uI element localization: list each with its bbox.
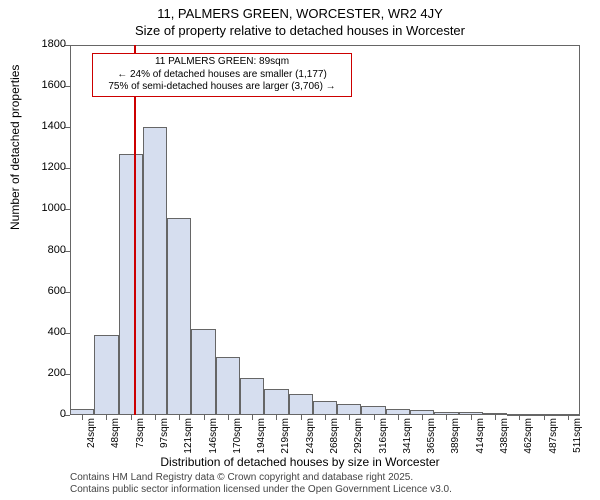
x-axis-label: Distribution of detached houses by size … xyxy=(0,455,600,469)
xtick-mark xyxy=(446,415,447,420)
xtick-mark xyxy=(179,415,180,420)
xtick-mark xyxy=(252,415,253,420)
ytick-label: 0 xyxy=(26,408,66,420)
xtick-mark xyxy=(544,415,545,420)
histogram-bar xyxy=(167,218,191,415)
xtick-mark xyxy=(349,415,350,420)
histogram-bar xyxy=(337,404,361,415)
ytick-label: 1200 xyxy=(26,161,66,173)
chart-title-line2: Size of property relative to detached ho… xyxy=(0,23,600,38)
xtick-mark xyxy=(374,415,375,420)
ytick-mark xyxy=(65,415,70,416)
ytick-label: 1600 xyxy=(26,79,66,91)
ytick-label: 800 xyxy=(26,244,66,256)
histogram-bar xyxy=(94,335,118,415)
footnote-line1: Contains HM Land Registry data © Crown c… xyxy=(70,472,413,483)
xtick-mark xyxy=(568,415,569,420)
ytick-mark xyxy=(65,209,70,210)
xtick-mark xyxy=(131,415,132,420)
histogram-bar xyxy=(264,389,288,415)
xtick-mark xyxy=(155,415,156,420)
ytick-mark xyxy=(65,374,70,375)
marker-line xyxy=(134,45,136,415)
xtick-mark xyxy=(398,415,399,420)
histogram-bar xyxy=(361,406,385,415)
ytick-mark xyxy=(65,86,70,87)
histogram-bar xyxy=(240,378,264,415)
xtick-mark xyxy=(471,415,472,420)
ytick-label: 400 xyxy=(26,326,66,338)
ytick-label: 600 xyxy=(26,285,66,297)
ytick-label: 1800 xyxy=(26,38,66,50)
xtick-mark xyxy=(519,415,520,420)
xtick-mark xyxy=(204,415,205,420)
callout-box: 11 PALMERS GREEN: 89sqm ← 24% of detache… xyxy=(92,53,352,97)
histogram-bar xyxy=(289,394,313,415)
xtick-mark xyxy=(106,415,107,420)
xtick-mark xyxy=(325,415,326,420)
histogram-bar xyxy=(216,357,240,415)
histogram-bar xyxy=(119,154,143,415)
xtick-mark xyxy=(495,415,496,420)
ytick-mark xyxy=(65,127,70,128)
ytick-label: 1000 xyxy=(26,202,66,214)
ytick-mark xyxy=(65,251,70,252)
callout-line1: 11 PALMERS GREEN: 89sqm xyxy=(97,56,347,69)
y-axis-label: Number of detached properties xyxy=(8,65,22,230)
ytick-mark xyxy=(65,168,70,169)
callout-line3: 75% of semi-detached houses are larger (… xyxy=(97,81,347,94)
xtick-mark xyxy=(301,415,302,420)
chart-title-line1: 11, PALMERS GREEN, WORCESTER, WR2 4JY xyxy=(0,6,600,21)
ytick-label: 200 xyxy=(26,367,66,379)
histogram-bar xyxy=(191,329,215,415)
chart-container: 11, PALMERS GREEN, WORCESTER, WR2 4JY Si… xyxy=(0,0,600,500)
histogram-bar xyxy=(143,127,167,415)
xtick-mark xyxy=(422,415,423,420)
xtick-mark xyxy=(82,415,83,420)
ytick-mark xyxy=(65,333,70,334)
xtick-mark xyxy=(228,415,229,420)
histogram-bar xyxy=(313,401,337,415)
footnote-line2: Contains public sector information licen… xyxy=(70,484,452,495)
ytick-mark xyxy=(65,292,70,293)
ytick-mark xyxy=(65,45,70,46)
ytick-label: 1400 xyxy=(26,120,66,132)
callout-line2: ← 24% of detached houses are smaller (1,… xyxy=(97,69,347,82)
xtick-mark xyxy=(276,415,277,420)
